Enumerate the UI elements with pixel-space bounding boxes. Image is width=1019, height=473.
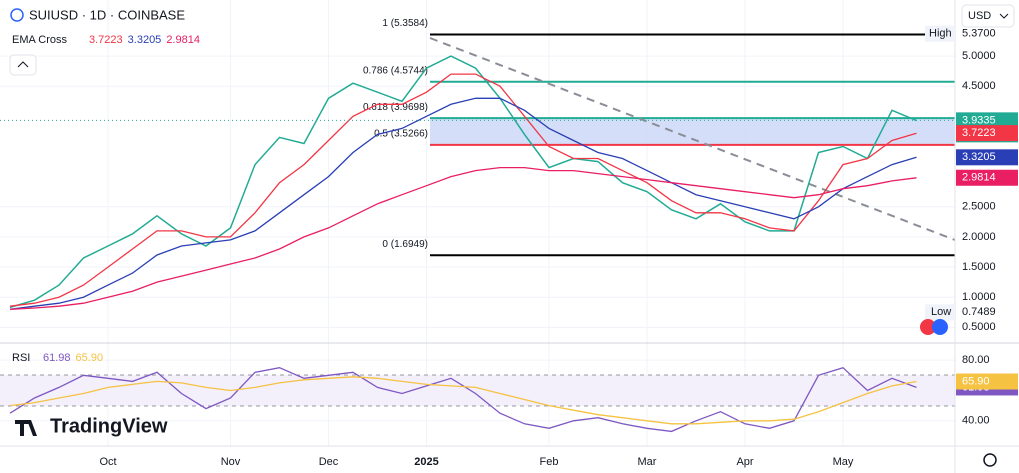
x-tick-label: Oct bbox=[99, 456, 116, 468]
trendline bbox=[429, 37, 956, 241]
indicator-name[interactable]: EMA Cross bbox=[12, 34, 68, 46]
x-tick-label: Nov bbox=[221, 456, 241, 468]
legend-value: 65.90 bbox=[76, 352, 104, 364]
y-tick-label: 1.0000 bbox=[962, 291, 996, 303]
y-tick-label: 40.00 bbox=[962, 415, 990, 427]
symbol-title: SUIUSD · 1D · COINBASE bbox=[29, 7, 185, 22]
y-tick-label: 0.5000 bbox=[962, 321, 996, 333]
settings-button[interactable] bbox=[983, 453, 997, 467]
currency-chevron bbox=[999, 13, 1009, 19]
event-flag[interactable] bbox=[932, 319, 948, 335]
x-tick-label: Dec bbox=[319, 456, 339, 468]
brand-logo bbox=[15, 420, 37, 436]
currency-label: USD bbox=[968, 10, 991, 22]
last-value-label: 3.3205 bbox=[962, 151, 996, 163]
high-value: 5.3700 bbox=[962, 28, 996, 40]
y-tick-label: 2.5000 bbox=[962, 201, 996, 213]
series-line bbox=[9, 55, 917, 309]
low-label: Low bbox=[931, 306, 951, 318]
y-tick-label: 80.00 bbox=[962, 354, 990, 366]
last-value-box bbox=[956, 125, 1018, 142]
fib-label: 0.786 (4.5744) bbox=[363, 65, 428, 76]
event-flag[interactable] bbox=[920, 319, 936, 335]
rsi-values: 61.98 65.90 bbox=[43, 352, 103, 364]
last-value-label: 65.90 bbox=[962, 375, 990, 387]
high-label: High bbox=[929, 28, 952, 40]
legend-value: 3.3205 bbox=[128, 34, 162, 46]
brand-name: TradingView bbox=[50, 415, 168, 437]
last-value-label: 2.9814 bbox=[962, 172, 996, 184]
low-value: 0.7489 bbox=[962, 306, 996, 318]
x-tick-label: Apr bbox=[736, 456, 753, 468]
y-tick-label: 4.5000 bbox=[962, 80, 996, 92]
legend-value: 3.7223 bbox=[89, 34, 123, 46]
series-line bbox=[9, 73, 917, 307]
high-box bbox=[925, 25, 955, 42]
y-tick-label: 5.0000 bbox=[962, 50, 996, 62]
x-tick-label: Feb bbox=[540, 456, 559, 468]
series-line bbox=[9, 166, 917, 310]
fib-label: 1 (5.3584) bbox=[382, 18, 428, 29]
currency-button[interactable] bbox=[961, 4, 1015, 28]
indicator-values: 3.7223 3.3205 2.9814 bbox=[89, 34, 200, 46]
legend-value: 61.98 bbox=[43, 352, 71, 364]
series-line bbox=[9, 366, 917, 433]
x-tick-label: Mar bbox=[638, 456, 657, 468]
last-value-label: 3.7223 bbox=[962, 127, 996, 139]
x-tick-label: May bbox=[833, 456, 854, 468]
last-value-box bbox=[956, 149, 1018, 166]
collapse-button[interactable] bbox=[9, 54, 37, 76]
rsi-title: RSI bbox=[12, 352, 30, 364]
rsi-band bbox=[0, 375, 955, 406]
fib-label: 0.618 (3.9698) bbox=[363, 102, 428, 113]
fib-label: 0 (1.6949) bbox=[382, 239, 428, 250]
fib-zone bbox=[430, 118, 955, 145]
symbol-icon bbox=[10, 8, 24, 22]
fib-label: 0.5 (3.5266) bbox=[374, 129, 428, 140]
low-box bbox=[925, 304, 955, 321]
y-tick-label: 2.0000 bbox=[962, 231, 996, 243]
collapse-icon bbox=[17, 61, 29, 68]
x-tick-label: 2025 bbox=[414, 456, 438, 468]
series-line bbox=[9, 97, 917, 310]
y-tick-label: 1.5000 bbox=[962, 261, 996, 273]
last-value-box bbox=[956, 169, 1018, 186]
last-value-label: 3.9335 bbox=[962, 114, 996, 126]
last-value-box bbox=[956, 373, 1018, 390]
series-line bbox=[9, 376, 917, 425]
legend-value: 2.9814 bbox=[166, 34, 200, 46]
